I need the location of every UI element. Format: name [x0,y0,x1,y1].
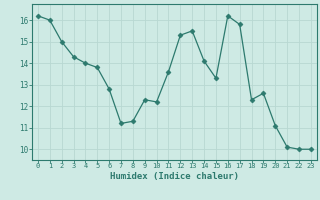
X-axis label: Humidex (Indice chaleur): Humidex (Indice chaleur) [110,172,239,181]
